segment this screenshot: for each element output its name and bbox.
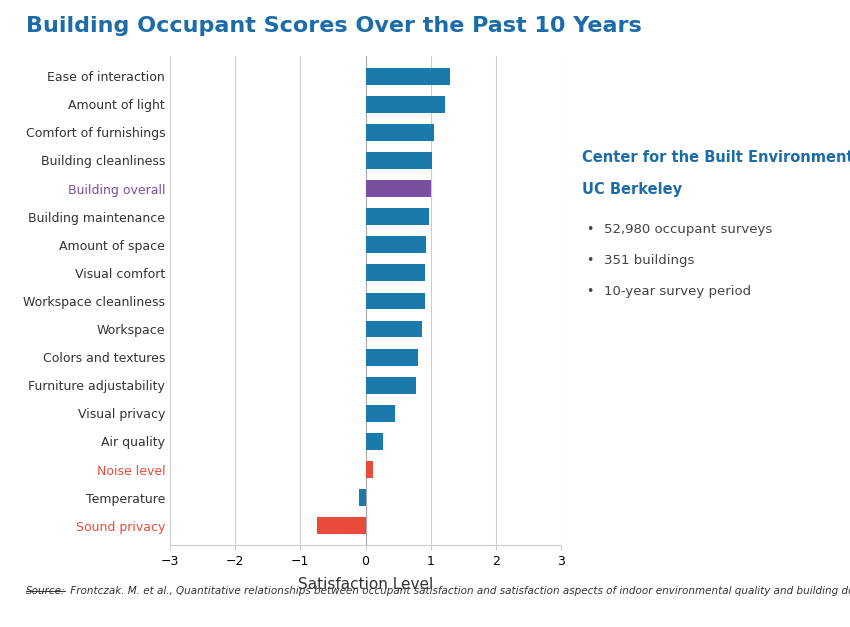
Text: 52,980 occupant surveys: 52,980 occupant surveys xyxy=(604,223,772,236)
Bar xyxy=(366,349,417,366)
Bar xyxy=(359,489,366,506)
Text: Frontczak. M. et al., Quantitative relationships between occupant satisfaction a: Frontczak. M. et al., Quantitative relat… xyxy=(66,586,850,596)
Text: Building Occupant Scores Over the Past 10 Years: Building Occupant Scores Over the Past 1… xyxy=(26,16,641,36)
Text: •: • xyxy=(586,254,594,267)
Bar xyxy=(316,517,366,534)
X-axis label: Satisfaction Level: Satisfaction Level xyxy=(298,577,434,591)
Bar xyxy=(366,320,422,337)
Text: Center for the Built Environment: Center for the Built Environment xyxy=(582,150,850,166)
Bar xyxy=(366,152,432,169)
Text: •: • xyxy=(586,285,594,298)
Bar xyxy=(366,96,445,113)
Bar xyxy=(366,293,426,309)
Bar xyxy=(366,377,416,394)
Bar xyxy=(366,208,428,225)
Text: UC Berkeley: UC Berkeley xyxy=(582,182,683,197)
Bar xyxy=(366,68,450,85)
Text: 351 buildings: 351 buildings xyxy=(604,254,694,267)
Bar xyxy=(366,180,431,197)
Bar xyxy=(366,265,426,282)
Text: Source:: Source: xyxy=(26,586,65,596)
Text: 10-year survey period: 10-year survey period xyxy=(604,285,751,298)
Bar xyxy=(366,433,383,450)
Bar xyxy=(366,236,426,253)
Bar xyxy=(366,405,394,422)
Bar xyxy=(366,124,434,140)
Bar xyxy=(366,461,373,478)
Text: •: • xyxy=(586,223,594,236)
